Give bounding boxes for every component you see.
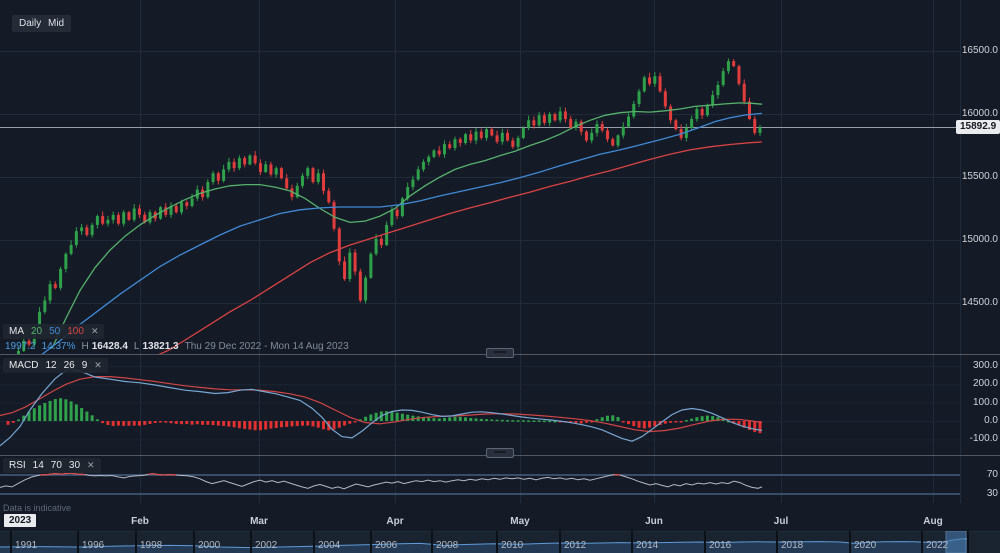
- period-change-value: 1997.2: [5, 341, 36, 352]
- navigator-year-label: 2018: [781, 540, 804, 551]
- panel-resize-handle-macd[interactable]: [486, 348, 514, 358]
- navigator-selection-window[interactable]: [945, 531, 967, 553]
- macd-axis-tick: 300.0: [972, 359, 998, 371]
- rsi-band-lines: [0, 474, 960, 495]
- current-year-chip: 2023: [4, 514, 37, 527]
- navigator-year-label: 2012: [564, 540, 587, 551]
- rsi-overbought-segments: [39, 472, 621, 476]
- navigator-year-label: 1991: [15, 540, 38, 551]
- month-axis-label: Mar: [250, 516, 268, 527]
- data-indicative-note: Data is indicative: [3, 503, 72, 513]
- macd-slow-param: 26: [63, 360, 75, 371]
- navigator-chart[interactable]: [0, 531, 969, 553]
- price-axis-tick: 16500.0: [961, 45, 998, 56]
- navigator-year-label: 2020: [854, 540, 877, 551]
- candlestick-series: [17, 58, 762, 354]
- ma50-param: 50: [49, 326, 61, 337]
- ma100-param: 100: [67, 326, 84, 337]
- price-axis-tick: 15000.0: [961, 234, 998, 245]
- low-label: L: [133, 341, 140, 352]
- macd-legend-title: MACD: [9, 360, 39, 371]
- navigator-year-label: 2016: [709, 540, 732, 551]
- macd-axis-tick: -100.0: [969, 433, 998, 445]
- navigator-year-label: 2006: [375, 540, 398, 551]
- ma20-line: [51, 102, 763, 349]
- price-axis-tick: 16000.0: [961, 108, 998, 119]
- panel-resize-handle-rsi[interactable]: [486, 448, 514, 458]
- rsi-indicator-legend[interactable]: RSI 14 70 30 ✕: [3, 458, 101, 473]
- daily-timeframe-button[interactable]: Daily: [12, 15, 49, 32]
- macd-signal-param: 9: [81, 360, 88, 371]
- ma-remove-icon[interactable]: ✕: [90, 326, 99, 336]
- macd-signal-line: [0, 376, 763, 433]
- macd-axis-tick: 0.0: [984, 415, 998, 426]
- rsi-upper-param: 70: [50, 460, 62, 471]
- macd-remove-icon[interactable]: ✕: [94, 360, 102, 370]
- navigator-year-label: 2004: [318, 540, 341, 551]
- macd-fast-param: 12: [45, 360, 57, 371]
- navigator-year-label: 1996: [82, 540, 105, 551]
- navigator-year-label: 2010: [501, 540, 524, 551]
- month-axis-label: Feb: [131, 516, 149, 527]
- rsi-remove-icon[interactable]: ✕: [87, 460, 95, 470]
- macd-histogram: [6, 398, 762, 434]
- navigator-year-label: 2002: [255, 540, 278, 551]
- ma100-line: [158, 141, 763, 354]
- period-high-value: 16428.4: [91, 341, 128, 352]
- price-axis-tick: 14500.0: [961, 297, 998, 308]
- date-range: Thu 29 Dec 2022 - Mon 14 Aug 2023: [184, 341, 349, 352]
- navigator-year-label: 2014: [636, 540, 659, 551]
- rsi-axis-tick: 30: [986, 488, 998, 499]
- navigator-year-label: 2022: [926, 540, 949, 551]
- rsi-axis-tick: 70: [986, 469, 998, 480]
- series-info-line: 1997.2 14.37% H 16428.4 L 13821.3 Thu 29 Dec 2…: [5, 341, 355, 352]
- rsi-lower-param: 30: [68, 460, 81, 471]
- period-low-value: 13821.3: [142, 341, 179, 352]
- navigator-year-label: 2000: [198, 540, 221, 551]
- month-axis-label: Apr: [386, 516, 404, 527]
- month-axis-label: Jun: [645, 516, 663, 527]
- macd-line: [0, 368, 763, 447]
- rsi-period-param: 14: [32, 460, 44, 471]
- rsi-legend-title: RSI: [9, 460, 26, 471]
- ma-legend-title: MA: [9, 326, 24, 337]
- gridlines: [0, 0, 961, 503]
- month-axis-label: May: [510, 516, 530, 527]
- ma50-line: [41, 112, 763, 354]
- ma-indicator-legend[interactable]: MA 20 50 100 ✕: [3, 324, 105, 339]
- navigator-year-label: 2008: [436, 540, 459, 551]
- price-axis-tick: 15500.0: [961, 171, 998, 182]
- macd-axis-tick: 200.0: [972, 378, 998, 390]
- last-price-label: 15892.9: [956, 120, 1000, 134]
- period-change-percent: 14.37%: [41, 341, 76, 352]
- macd-axis-tick: 100.0: [972, 396, 998, 408]
- ma20-param: 20: [31, 326, 43, 337]
- mid-button[interactable]: Mid: [41, 15, 72, 32]
- navigator-year-label: 1998: [140, 540, 163, 551]
- macd-indicator-legend[interactable]: MACD 12 26 9 ✕: [3, 358, 108, 373]
- month-axis-label: Jul: [773, 516, 789, 527]
- high-label: H: [81, 341, 89, 352]
- rsi-line: [0, 472, 763, 490]
- month-axis-label: Aug: [923, 516, 943, 527]
